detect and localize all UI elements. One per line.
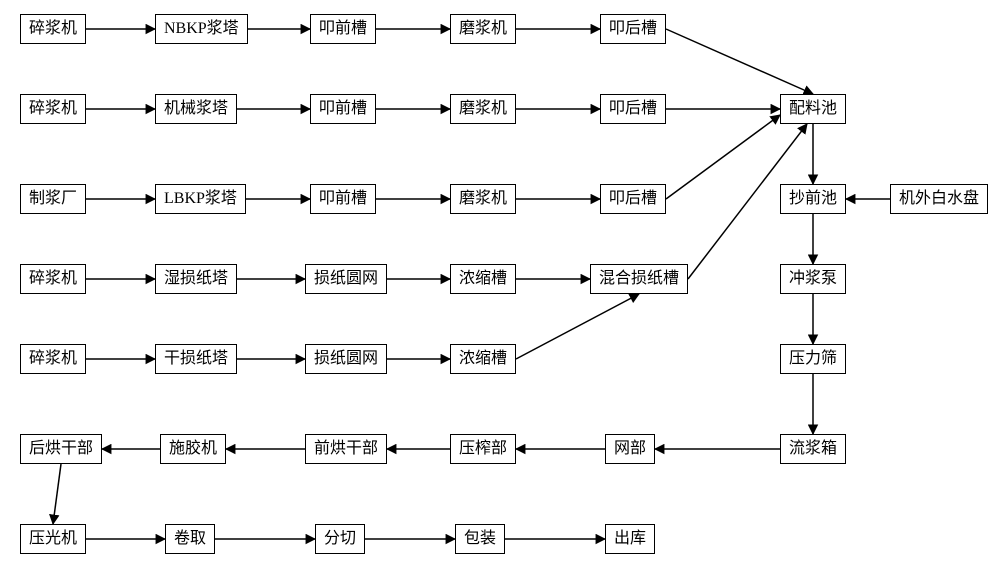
flowchart-node-r5c2: 干损纸塔	[155, 344, 237, 374]
flowchart-node-houhong: 后烘干部	[20, 434, 102, 464]
flowchart-node-r1c5: 叩后槽	[600, 14, 666, 44]
edge-r3c5-to-peiliao	[666, 115, 780, 199]
flowchart-node-r1c2: NBKP浆塔	[155, 14, 248, 44]
flowchart-node-fenqie: 分切	[315, 524, 365, 554]
flowchart-node-peiliao: 配料池	[780, 94, 846, 124]
flowchart-node-r5c1: 碎浆机	[20, 344, 86, 374]
edge-r1c5-to-peiliao	[666, 29, 813, 94]
flowchart-node-qianhong: 前烘干部	[305, 434, 387, 464]
flowchart-node-shijiao: 施胶机	[160, 434, 226, 464]
flowchart-node-r4c1: 碎浆机	[20, 264, 86, 294]
flowchart-node-r1c3: 叩前槽	[310, 14, 376, 44]
flowchart-node-r3c5: 叩后槽	[600, 184, 666, 214]
flowchart-node-baishui: 机外白水盘	[890, 184, 988, 214]
flowchart-node-r4c2: 湿损纸塔	[155, 264, 237, 294]
flowchart-node-r1c1: 碎浆机	[20, 14, 86, 44]
flowchart-node-r4c3: 损纸圆网	[305, 264, 387, 294]
edge-houhong-to-yaguang	[53, 464, 61, 524]
flowchart-node-r2c3: 叩前槽	[310, 94, 376, 124]
flowchart-node-r4c4: 浓缩槽	[450, 264, 516, 294]
flowchart-node-r5c4: 浓缩槽	[450, 344, 516, 374]
flowchart-node-r5c3: 损纸圆网	[305, 344, 387, 374]
flowchart-node-juanqu: 卷取	[165, 524, 215, 554]
flowchart-node-baozhuang: 包装	[455, 524, 505, 554]
flowchart-node-r2c4: 磨浆机	[450, 94, 516, 124]
flowchart-node-yalishai: 压力筛	[780, 344, 846, 374]
flowchart-node-r2c1: 碎浆机	[20, 94, 86, 124]
flowchart-node-chuku: 出库	[605, 524, 655, 554]
flowchart-node-wangbu: 网部	[605, 434, 655, 464]
flowchart-node-chaoqian: 抄前池	[780, 184, 846, 214]
flowchart-node-r3c2: LBKP浆塔	[155, 184, 246, 214]
flowchart-node-r3c1: 制浆厂	[20, 184, 86, 214]
flowchart-node-r4c5: 混合损纸槽	[590, 264, 688, 294]
flowchart-node-yazha: 压榨部	[450, 434, 516, 464]
flowchart-node-yaguang: 压光机	[20, 524, 86, 554]
flowchart-node-r1c4: 磨浆机	[450, 14, 516, 44]
flowchart-node-r3c4: 磨浆机	[450, 184, 516, 214]
flowchart-node-r2c5: 叩后槽	[600, 94, 666, 124]
edge-r5c4-to-r4c5	[516, 294, 639, 359]
flowchart-node-liujiang: 流浆箱	[780, 434, 846, 464]
flowchart-node-r2c2: 机械浆塔	[155, 94, 237, 124]
flowchart-node-r3c3: 叩前槽	[310, 184, 376, 214]
flowchart-node-chongj: 冲浆泵	[780, 264, 846, 294]
